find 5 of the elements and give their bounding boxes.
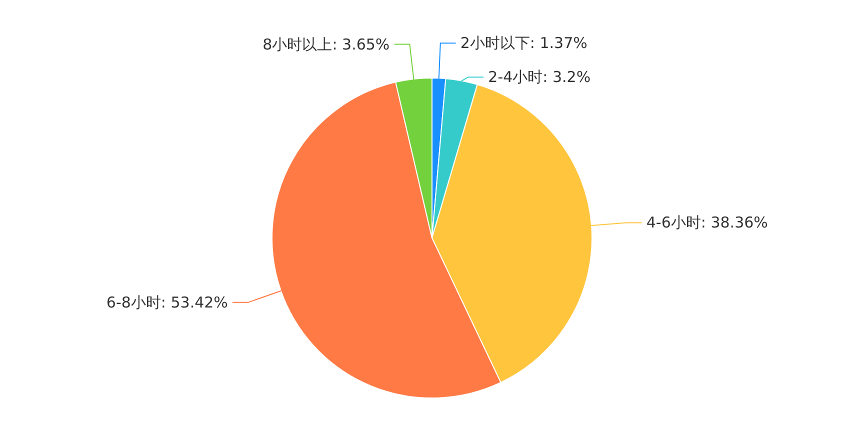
slice-label: 8小时以上: 3.65% xyxy=(262,35,390,54)
slice-label: 2小时以下: 1.37% xyxy=(460,34,588,52)
slice-label: 4-6小时: 38.36% xyxy=(646,214,768,232)
slice-label: 6-8小时: 53.42% xyxy=(106,293,228,312)
slice-label: 2-4小时: 3.2% xyxy=(488,68,591,86)
